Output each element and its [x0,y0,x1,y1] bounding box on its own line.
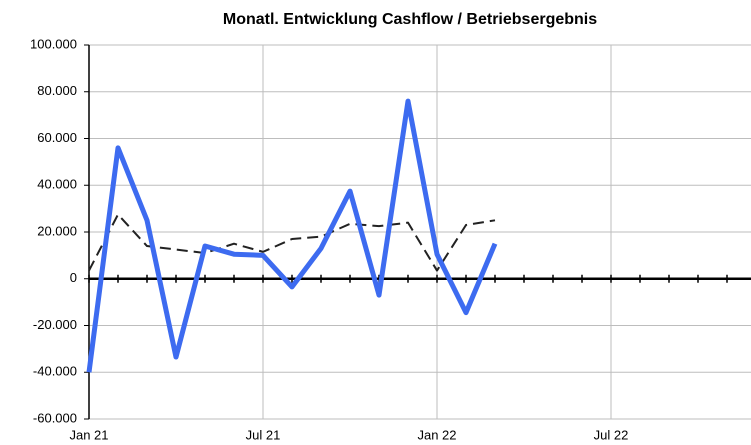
y-tick-label: 100.000 [30,36,77,51]
series-line [86,98,498,373]
chart-title: Monatl. Entwicklung Cashflow / Betriebse… [223,11,597,28]
y-tick-label: 80.000 [37,83,77,98]
x-tick-label: Jan 21 [69,427,108,442]
y-tick-label: 60.000 [37,130,77,145]
y-tick-label: 0 [70,270,77,285]
x-tick-label: Jan 22 [417,427,456,442]
y-tick-label: 40.000 [37,177,77,192]
x-tick-label: Jul 21 [246,427,281,442]
y-tick-label: -40.000 [33,364,77,379]
y-tick-label: -20.000 [33,317,77,332]
x-tick-label: Jul 22 [594,427,629,442]
y-tick-label: 20.000 [37,223,77,238]
series-line [88,213,496,272]
y-tick-label: -60.000 [33,410,77,425]
